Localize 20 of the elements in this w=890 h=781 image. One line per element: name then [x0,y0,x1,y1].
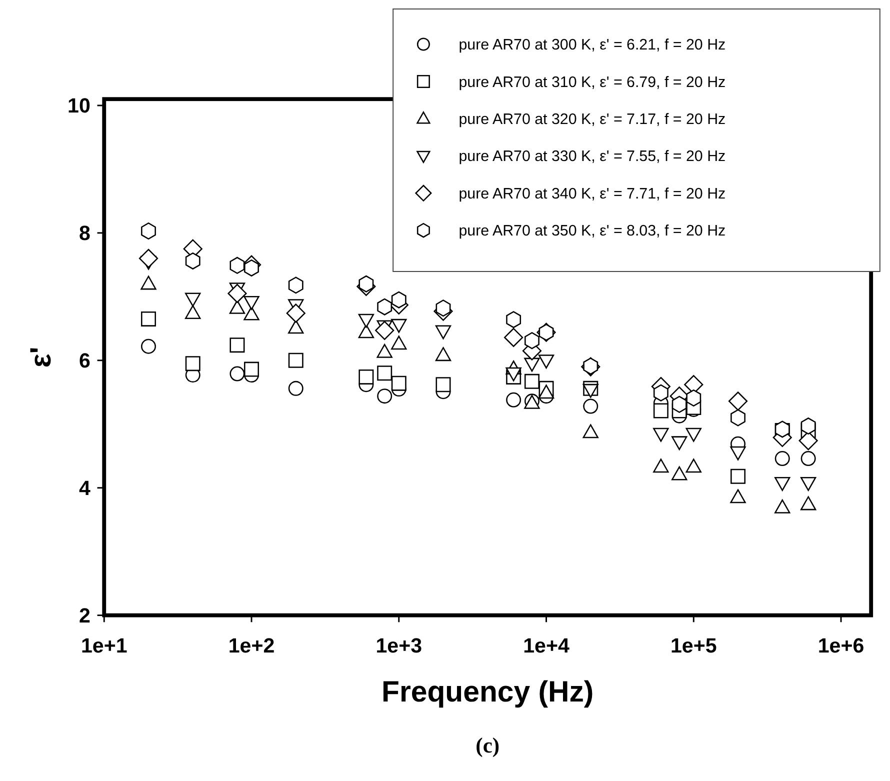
x-tick-label: 1e+6 [818,634,864,658]
x-tick-label: 1e+5 [670,634,717,658]
y-tick-label: 6 [78,350,90,373]
legend-label: pure AR70 at 310 K, ε' = 6.79, f = 20 Hz [458,74,726,91]
x-tick-label: 1e+3 [376,634,422,658]
x-tick-label: 1e+1 [80,634,128,658]
x-tick-label: 1e+2 [228,634,275,658]
y-tick-label: 4 [78,477,91,500]
legend-label: pure AR70 at 300 K, ε' = 6.21, f = 20 Hz [458,36,726,54]
text: (c) [476,733,500,758]
legend-label: pure AR70 at 320 K, ε' = 7.17, f = 20 Hz [458,111,726,128]
legend-label: pure AR70 at 330 K, ε' = 7.55, f = 20 Hz [458,148,726,166]
legend-label: pure AR70 at 340 K, ε' = 7.71, f = 20 Hz [458,185,726,202]
y-tick-label: 10 [68,94,90,118]
y-tick-label: 2 [78,604,90,628]
legend-label: pure AR70 at 350 K, ε' = 8.03, f = 20 Hz [458,222,726,240]
x-axis-title: Frequency (Hz) [382,675,594,708]
x-tick-label: 1e+4 [523,634,570,658]
y-axis-title: ε' [24,346,58,368]
y-tick-label: 8 [78,222,90,246]
